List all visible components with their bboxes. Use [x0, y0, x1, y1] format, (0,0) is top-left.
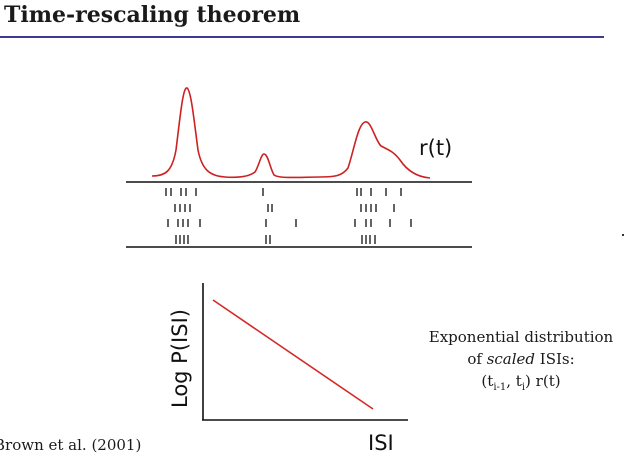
caption-line-2: of scaled ISIs:: [410, 348, 632, 370]
title-underline: [0, 36, 604, 38]
isi-y-label: Log P(ISI): [168, 309, 192, 408]
isi-decay-line: [212, 299, 374, 410]
stray-mark: [622, 234, 624, 236]
formula-close: ) r(t): [525, 372, 561, 390]
caption-formula: (ti-1, ti) r(t): [410, 370, 632, 399]
formula-mid: , t: [506, 372, 522, 390]
formula-sub-2: i: [521, 382, 526, 393]
formula-open: (t: [481, 372, 494, 390]
formula-sub-1: i-1: [493, 382, 507, 393]
caption-emphasis: scaled: [486, 350, 536, 368]
spike-raster: [165, 188, 412, 244]
caption-prefix: of: [467, 350, 487, 368]
isi-x-label: ISI: [368, 431, 394, 455]
caption-line-1: Exponential distribution: [428, 328, 614, 346]
caption-suffix: ISIs:: [535, 350, 575, 368]
rate-label: r(t): [419, 136, 452, 160]
firing-rate-curve: [151, 87, 431, 179]
scaled-isi-caption: Exponential distribution of scaled ISIs:…: [410, 326, 632, 399]
slide-title: Time-rescaling theorem: [4, 2, 301, 28]
citation: Brown et al. (2001): [0, 436, 142, 454]
